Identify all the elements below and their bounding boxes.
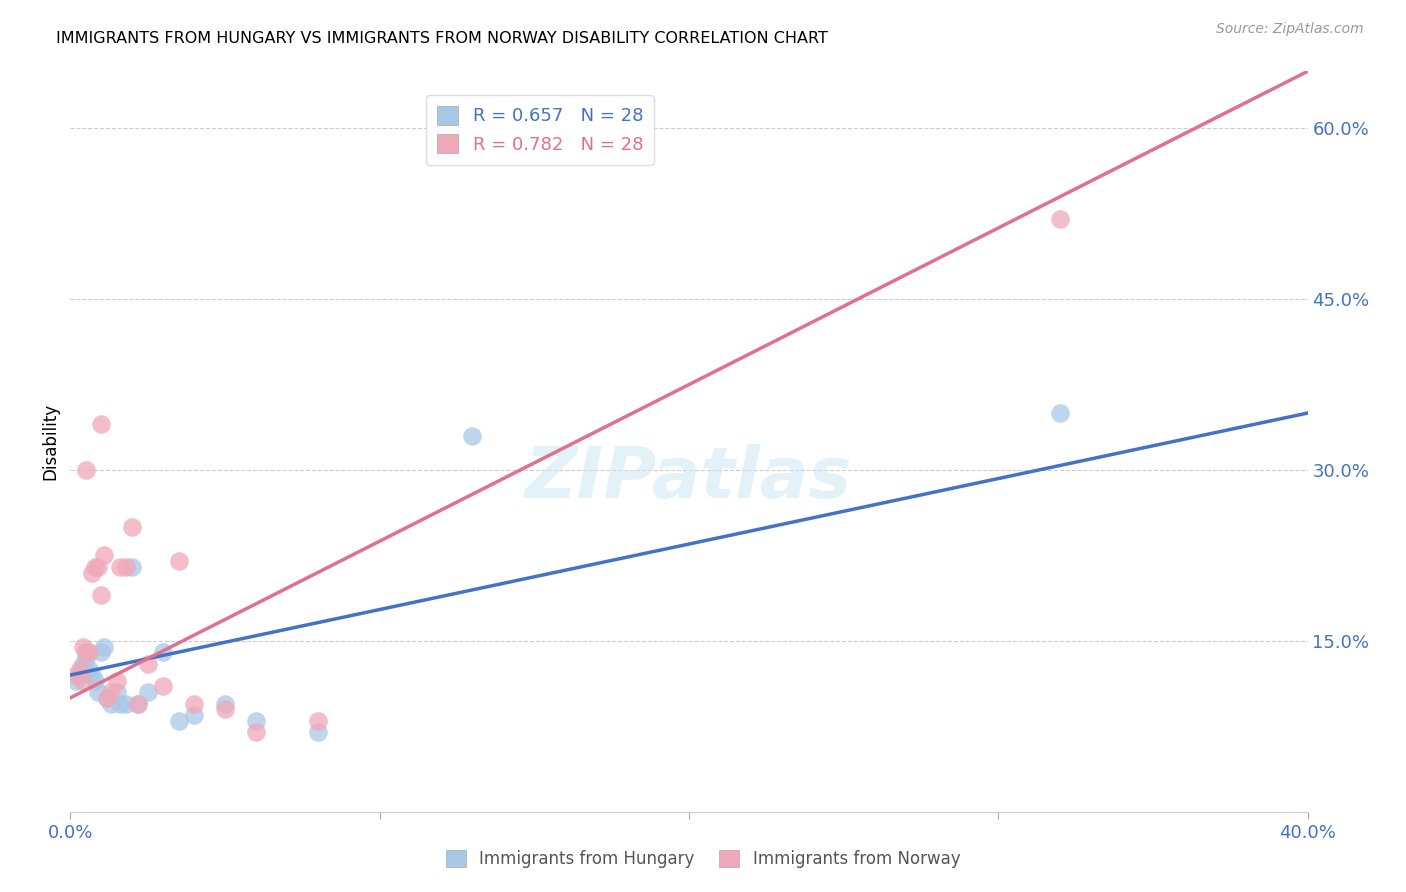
Point: [69, 668, 91, 682]
Point: [80, 566, 103, 580]
Point: [65, 668, 87, 682]
Point: [127, 697, 149, 711]
Point: [307, 725, 329, 739]
Point: [461, 429, 484, 443]
Point: [167, 714, 190, 728]
Legend: Immigrants from Hungary, Immigrants from Norway: Immigrants from Hungary, Immigrants from…: [439, 843, 967, 875]
Point: [152, 680, 174, 694]
Point: [90, 645, 112, 659]
Point: [93, 549, 115, 563]
Point: [136, 685, 159, 699]
Point: [245, 725, 267, 739]
Point: [108, 697, 131, 711]
Point: [214, 697, 236, 711]
Point: [90, 588, 112, 602]
Point: [183, 707, 205, 722]
Point: [1049, 406, 1071, 420]
Point: [183, 697, 205, 711]
Point: [90, 417, 112, 432]
Text: ZIPatlas: ZIPatlas: [526, 444, 852, 513]
Point: [152, 645, 174, 659]
Point: [245, 714, 267, 728]
Point: [105, 673, 128, 688]
Point: [105, 685, 128, 699]
Point: [75, 645, 97, 659]
Point: [93, 640, 115, 654]
Point: [115, 697, 138, 711]
Point: [96, 690, 118, 705]
Point: [72, 673, 94, 688]
Legend: R = 0.657   N = 28, R = 0.782   N = 28: R = 0.657 N = 28, R = 0.782 N = 28: [426, 95, 654, 165]
Point: [121, 559, 143, 574]
Point: [214, 702, 236, 716]
Point: [84, 673, 107, 688]
Point: [108, 559, 131, 574]
Point: [75, 463, 97, 477]
Text: Source: ZipAtlas.com: Source: ZipAtlas.com: [1216, 22, 1364, 37]
Point: [77, 645, 100, 659]
Point: [72, 640, 94, 654]
Point: [100, 685, 122, 699]
Point: [96, 690, 118, 705]
Point: [115, 559, 138, 574]
Point: [84, 559, 107, 574]
Point: [167, 554, 190, 568]
Y-axis label: Disability: Disability: [41, 403, 59, 480]
Point: [75, 651, 97, 665]
Point: [72, 657, 94, 671]
Point: [307, 714, 329, 728]
Text: IMMIGRANTS FROM HUNGARY VS IMMIGRANTS FROM NORWAY DISABILITY CORRELATION CHART: IMMIGRANTS FROM HUNGARY VS IMMIGRANTS FR…: [56, 31, 828, 46]
Point: [87, 685, 110, 699]
Point: [72, 662, 94, 676]
Point: [136, 657, 159, 671]
Point: [75, 645, 97, 659]
Point: [65, 673, 87, 688]
Point: [87, 559, 110, 574]
Point: [127, 697, 149, 711]
Point: [80, 668, 103, 682]
Point: [77, 662, 100, 676]
Point: [121, 520, 143, 534]
Point: [1049, 212, 1071, 227]
Point: [100, 697, 122, 711]
Point: [69, 662, 91, 676]
